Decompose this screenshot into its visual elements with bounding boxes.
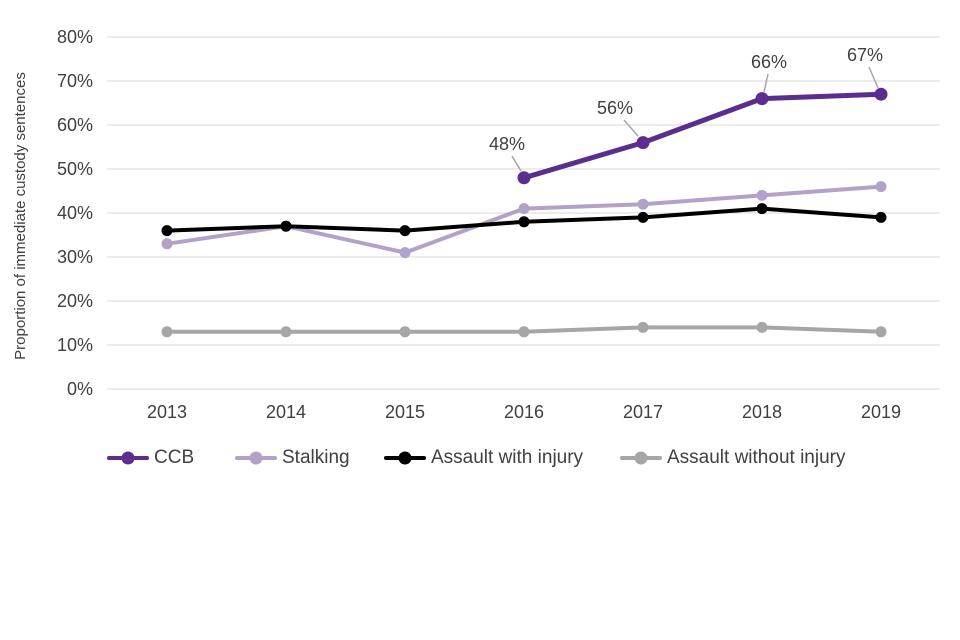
annotation-leader-line: [763, 73, 769, 93]
y-tick-label: 10%: [57, 335, 93, 355]
x-tick-label: 2017: [623, 402, 663, 422]
data-point-assault-without-injury: [399, 326, 411, 338]
data-point-stalking: [637, 198, 649, 210]
assault-with-injury-dot-icon: [398, 451, 412, 465]
annotation-label: 56%: [597, 98, 633, 118]
y-tick-label: 40%: [57, 203, 93, 223]
data-point-assault-without-injury: [637, 321, 649, 333]
y-tick-label: 60%: [57, 115, 93, 135]
data-point-ccb: [517, 171, 531, 185]
data-point-assault-without-injury: [518, 326, 530, 338]
legend-item-assault-with-injury: Assault with injury: [384, 444, 583, 472]
assault-without-injury-line-marker-icon: [620, 451, 662, 465]
x-tick-label: 2018: [742, 402, 782, 422]
y-tick-label: 0%: [67, 379, 93, 399]
data-point-assault-with-injury: [280, 220, 292, 232]
y-axis-title: Proportion of immediate custody sentence…: [12, 72, 29, 360]
annotation-leader-line: [623, 119, 639, 137]
data-point-stalking: [161, 238, 173, 250]
y-tick-label: 70%: [57, 71, 93, 91]
x-tick-label: 2019: [861, 402, 901, 422]
annotation-leader-line: [868, 66, 879, 89]
data-point-assault-with-injury: [875, 211, 887, 223]
assault-with-injury-line-marker-icon: [384, 451, 426, 465]
y-tick-label: 30%: [57, 247, 93, 267]
legend-label-assault-with-injury: Assault with injury: [431, 447, 584, 468]
legend-item-ccb: CCB: [107, 444, 194, 472]
ccb-dot-icon: [121, 451, 135, 465]
data-point-assault-without-injury: [875, 326, 887, 338]
y-tick-label: 50%: [57, 159, 93, 179]
data-point-stalking: [518, 203, 530, 215]
annotation-label: 48%: [489, 134, 525, 154]
data-point-assault-with-injury: [637, 211, 649, 223]
data-point-ccb: [755, 92, 769, 106]
y-tick-label: 80%: [57, 27, 93, 47]
legend-item-assault-without-injury: Assault without injury: [620, 444, 845, 472]
data-point-ccb: [874, 87, 888, 101]
data-point-assault-without-injury: [756, 321, 768, 333]
legend: CCB Stalking Assault with injury Assault…: [0, 444, 960, 472]
x-tick-label: 2016: [504, 402, 544, 422]
data-point-stalking: [875, 181, 887, 193]
legend-label-ccb: CCB: [154, 447, 195, 468]
x-tick-label: 2014: [266, 402, 306, 422]
stalking-dot-icon: [249, 451, 263, 465]
data-point-assault-with-injury: [161, 225, 173, 237]
annotation-label: 67%: [847, 45, 883, 65]
series-line-ccb: [521, 91, 884, 181]
legend-label-assault-without-injury: Assault without injury: [667, 447, 846, 468]
data-point-stalking: [399, 247, 411, 259]
legend-label-stalking: Stalking: [282, 447, 350, 468]
ccb-line-marker-icon: [107, 451, 149, 465]
legend-item-stalking: Stalking: [235, 444, 350, 472]
data-point-ccb: [636, 136, 650, 150]
y-tick-label: 20%: [57, 291, 93, 311]
plot-area: 0% 10% 20% 30% 40% 50% 60% 70% 80% 2013 2014 2015 20…: [57, 27, 940, 422]
annotation-label: 66%: [751, 52, 787, 72]
assault-without-injury-dot-icon: [634, 451, 648, 465]
data-point-assault-without-injury: [161, 326, 173, 338]
x-tick-label: 2013: [147, 402, 187, 422]
stalking-line-marker-icon: [235, 451, 277, 465]
x-tick-label: 2015: [385, 402, 425, 422]
data-point-assault-without-injury: [280, 326, 292, 338]
data-point-stalking: [756, 189, 768, 201]
data-point-assault-with-injury: [518, 216, 530, 228]
annotation-leader-line: [511, 155, 522, 172]
data-point-assault-with-injury: [399, 225, 411, 237]
data-point-assault-with-injury: [756, 203, 768, 215]
